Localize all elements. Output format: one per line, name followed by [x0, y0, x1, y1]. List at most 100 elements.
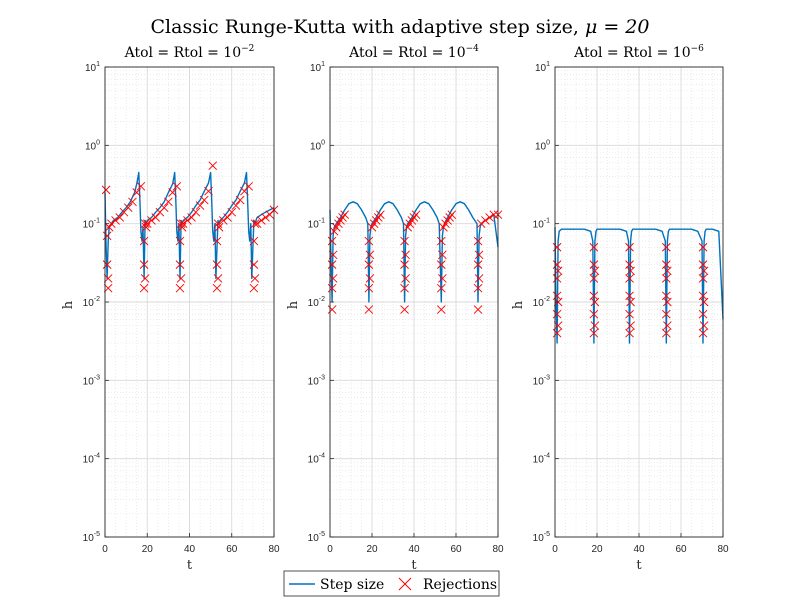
rejection-marker — [191, 207, 201, 217]
rejection-marker — [183, 216, 192, 225]
rejection-marker — [481, 216, 490, 225]
rejection-marker — [111, 216, 120, 225]
rejection-marker — [101, 185, 111, 195]
legend: Step size Rejections — [283, 570, 500, 597]
y-tick-label: 101 — [310, 61, 325, 74]
rejection-marker — [552, 242, 562, 252]
rejection-marker — [589, 328, 599, 338]
rejection-marker — [327, 236, 337, 246]
rejection-marker — [212, 260, 222, 269]
y-tick-label: 10-1 — [533, 218, 550, 231]
x-tick-label: 20 — [142, 544, 154, 555]
rejection-marker — [175, 260, 185, 269]
y-axis-label: h — [511, 300, 526, 309]
figure-title-text: Classic Runge-Kutta with adaptive step s… — [151, 16, 585, 38]
rejection-marker — [257, 216, 266, 225]
rejection-marker — [411, 210, 421, 220]
rejection-marker — [473, 283, 483, 293]
x-tick-label: 0 — [552, 544, 558, 555]
rejection-marker — [175, 283, 185, 293]
rejection-marker — [140, 219, 150, 228]
rejection-marker — [151, 213, 161, 222]
rejection-marker — [213, 219, 223, 228]
rejection-marker — [252, 219, 262, 228]
y-tick-label: 10-4 — [83, 453, 100, 466]
rejection-marker — [663, 321, 672, 330]
x-tick-label: 80 — [268, 544, 280, 555]
rejection-marker — [663, 297, 672, 307]
rejection-marker — [625, 309, 634, 319]
rejection-marker — [147, 216, 156, 225]
rejection-marker — [698, 309, 708, 319]
rejection-marker — [400, 283, 409, 293]
figure-title-math: μ = 20 — [585, 16, 650, 38]
rejection-marker — [102, 231, 112, 241]
rejection-marker — [401, 250, 410, 260]
rejection-marker — [142, 219, 152, 228]
rejection-marker — [204, 186, 213, 196]
y-tick-label: 10-3 — [308, 374, 325, 387]
step-size-line — [554, 227, 724, 344]
rejection-marker — [661, 242, 671, 252]
x-tick-label: 80 — [717, 544, 729, 555]
x-tick-label: 20 — [591, 544, 603, 555]
rejection-marker — [698, 274, 708, 283]
rejection-marker — [328, 250, 338, 260]
rejection-marker — [250, 274, 260, 283]
rejection-marker — [140, 274, 150, 283]
rejection-marker — [208, 161, 218, 170]
rejection-marker — [175, 236, 185, 246]
y-tick-label: 101 — [85, 61, 100, 74]
rejection-marker — [235, 195, 245, 205]
rejection-marker — [590, 321, 600, 330]
rejection-marker — [261, 213, 270, 222]
rejection-marker — [626, 266, 635, 276]
rejection-marker — [553, 266, 563, 276]
rejection-marker — [699, 266, 709, 276]
y-axis-label: h — [61, 300, 76, 309]
rejection-marker — [364, 283, 374, 293]
rejection-marker — [626, 297, 635, 307]
x-axis-label: t — [636, 558, 642, 573]
y-tick-label: 100 — [535, 139, 550, 152]
rejection-marker — [552, 309, 562, 319]
rejection-marker — [473, 260, 483, 269]
rejection-marker — [244, 181, 253, 191]
rejection-marker — [364, 260, 374, 269]
rejection-marker — [223, 213, 232, 222]
subplot-2: 0 20 40 60 80 10-5 10-4 10-3 10-2 10-1 100 101 t h Ato… — [286, 44, 504, 573]
subplot-title: Atol = Rtol = 10−6 — [573, 44, 704, 61]
rejection-marker — [625, 328, 634, 338]
rejection-marker — [103, 283, 113, 293]
rejection-markers — [552, 242, 709, 338]
x-tick-label: 40 — [408, 544, 420, 555]
x-axis-label: t — [411, 558, 417, 573]
rejection-marker — [159, 203, 169, 212]
rejection-marker — [195, 201, 205, 210]
rejection-marker — [364, 236, 374, 246]
rejection-marker — [473, 305, 483, 314]
y-tick-label: 100 — [85, 139, 100, 152]
rejection-marker — [436, 283, 446, 293]
y-tick-label: 10-4 — [308, 453, 325, 466]
rejection-marker — [476, 219, 486, 228]
rejection-marker — [231, 201, 241, 210]
rejection-marker — [139, 260, 149, 269]
rejection-marker — [107, 219, 116, 228]
rejection-marker — [328, 274, 338, 283]
rejection-marker — [214, 222, 224, 232]
x-tick-label: 60 — [226, 544, 238, 555]
rejection-marker — [329, 226, 339, 236]
subplot-1: 0 20 40 60 80 10-5 10-4 10-3 10-2 10-1 100 101 t h Ato… — [61, 44, 280, 573]
rejection-marker — [218, 216, 228, 225]
legend-marker-swatch — [398, 577, 412, 591]
rejection-marker — [139, 283, 149, 293]
rejection-marker — [250, 219, 260, 228]
y-tick-label: 10-3 — [533, 374, 550, 387]
rejection-marker — [474, 274, 484, 283]
rejection-marker — [438, 250, 447, 260]
rejection-marker — [474, 250, 484, 260]
rejection-marker — [663, 266, 672, 276]
x-tick-label: 40 — [633, 544, 645, 555]
